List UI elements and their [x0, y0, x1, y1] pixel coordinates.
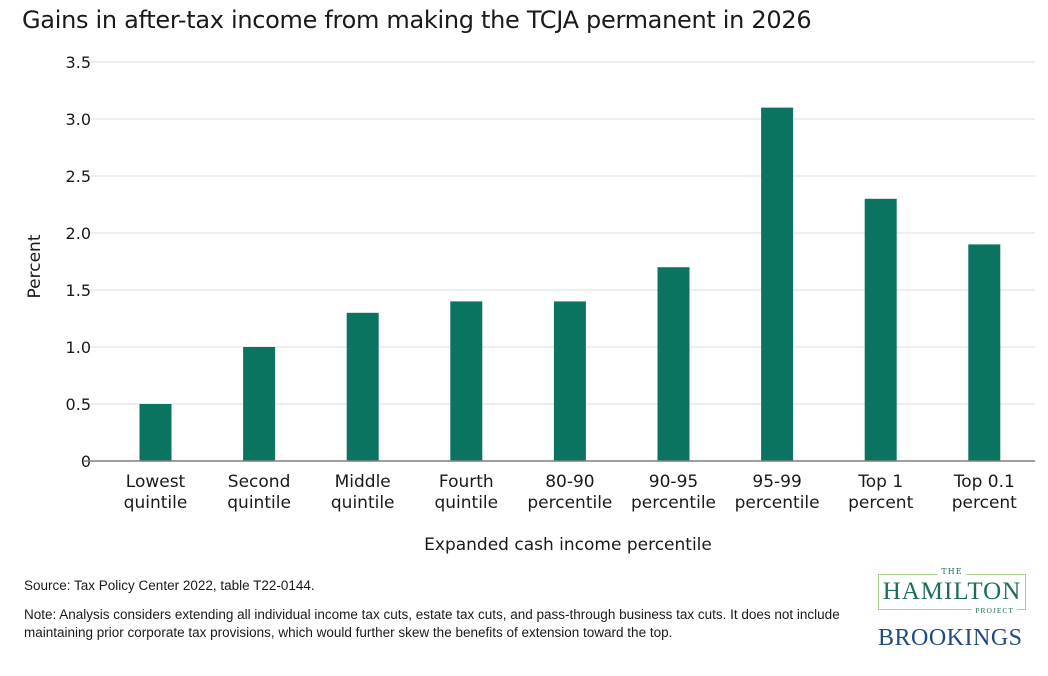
logo-project: PROJECT: [972, 606, 1017, 615]
x-tick-label: Lowest: [126, 472, 186, 492]
bar: [139, 404, 172, 461]
x-tick-label: Fourth: [439, 472, 494, 492]
x-axis-label: Expanded cash income percentile: [424, 535, 712, 555]
x-tick-label: quintile: [227, 493, 291, 513]
x-tick-label: 90-95: [649, 472, 698, 492]
y-axis-ticks: 00.51.01.52.02.53.03.5: [66, 53, 91, 471]
footnote: Note: Analysis considers extending all i…: [24, 607, 840, 640]
bars: [139, 107, 1001, 462]
hamilton-project-logo: THE HAMILTON PROJECT: [878, 567, 1026, 615]
bar: [761, 107, 794, 461]
bar: [657, 267, 690, 461]
bar: [864, 198, 897, 462]
bar: [968, 244, 1001, 461]
source-note: Source: Tax Policy Center 2022, table T2…: [24, 578, 315, 593]
x-tick-label: quintile: [124, 493, 188, 513]
x-tick-label: Middle: [335, 472, 391, 492]
x-tick-label: quintile: [331, 493, 395, 513]
x-axis-ticks: LowestquintileSecondquintileMiddlequinti…: [124, 472, 1018, 513]
logo-hamilton: HAMILTON: [882, 578, 1022, 605]
y-tick-label: 3.5: [66, 53, 91, 72]
x-tick-label: percent: [952, 493, 1017, 513]
x-tick-label: Top 1: [857, 472, 903, 492]
y-tick-label: 1.5: [66, 281, 91, 300]
bar: [450, 301, 483, 461]
y-tick-label: 2.5: [66, 167, 91, 186]
y-tick-label: 0.5: [66, 395, 91, 414]
x-tick-label: quintile: [434, 493, 498, 513]
bar: [346, 312, 379, 461]
x-tick-label: percentile: [631, 493, 716, 513]
y-axis-label: Percent: [25, 234, 45, 298]
y-tick-label: 3.0: [66, 110, 91, 129]
x-tick-label: percentile: [527, 493, 612, 513]
bar: [553, 301, 586, 461]
y-tick-label: 1.0: [66, 338, 91, 357]
x-tick-label: 95-99: [752, 472, 801, 492]
bar-chart: 00.51.01.52.02.53.03.5 LowestquintileSec…: [25, 53, 1035, 555]
logo-the: THE: [937, 567, 967, 576]
x-tick-label: 80-90: [545, 472, 594, 492]
x-tick-label: percent: [848, 493, 913, 513]
brookings-logo: BROOKINGS: [878, 625, 1023, 651]
x-tick-label: Top 0.1: [953, 472, 1015, 492]
y-tick-label: 2.0: [66, 224, 91, 243]
x-tick-label: percentile: [735, 493, 820, 513]
bar: [243, 347, 276, 461]
x-tick-label: Second: [228, 472, 291, 492]
chart-title: Gains in after-tax income from making th…: [22, 6, 812, 34]
